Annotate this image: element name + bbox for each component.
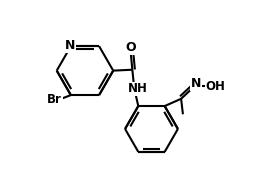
Text: Br: Br [47, 93, 62, 106]
Text: N: N [191, 77, 201, 90]
Text: O: O [125, 41, 136, 54]
Text: OH: OH [206, 80, 226, 92]
Text: NH: NH [128, 82, 148, 95]
Text: N: N [65, 39, 75, 52]
